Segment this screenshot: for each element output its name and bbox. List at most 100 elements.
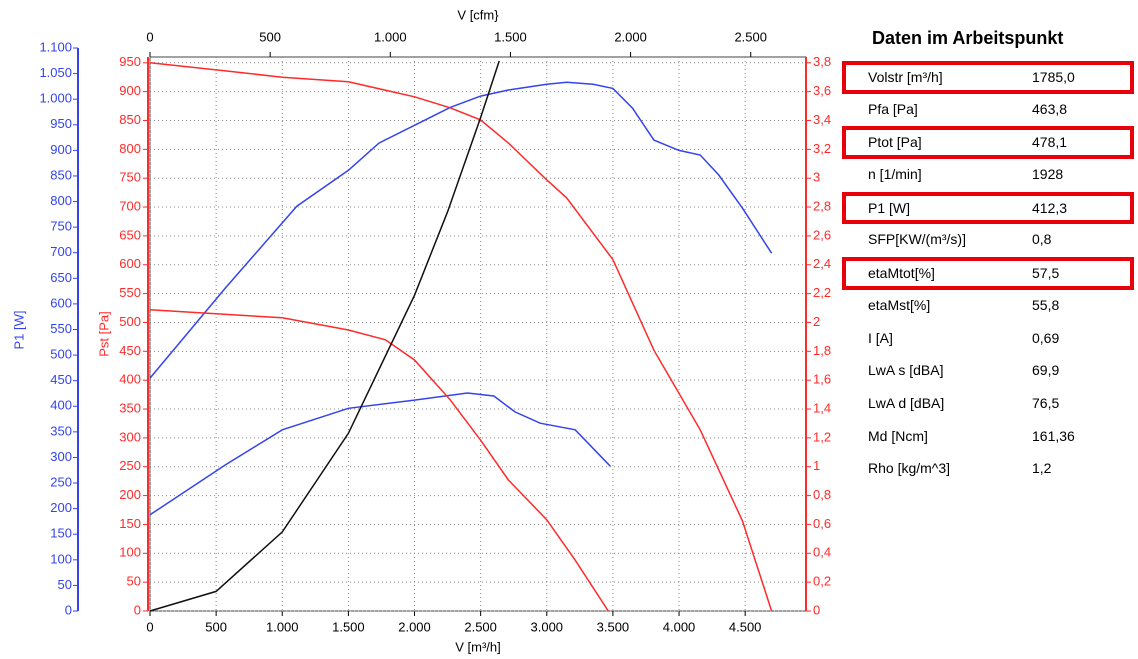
x2-tick-label: 2.500 [734,29,767,44]
y-tick-label: 850 [119,112,141,127]
x2-tick-label: 1.000 [374,29,407,44]
panel-row: Rho [kg/m^3] 1,2 [842,453,1134,486]
x-tick-label: 0 [146,619,153,634]
y-tick-label: 150 [119,516,141,531]
panel-row: Pfa [Pa] 463,8 [842,94,1134,127]
y2-tick-label: 2 [813,314,820,329]
y2-tick-label: 0,6 [813,516,831,531]
row-label: LwA d [dBA] [868,394,945,411]
x-tick-label: 500 [205,619,227,634]
row-value: 463,8 [1032,100,1068,117]
y2-tick-label: 3,6 [813,83,831,98]
x2-tick-label: 1.500 [494,29,527,44]
y3-tick-label: 100 [50,551,72,566]
x-tick-label: 3.000 [531,619,564,634]
y-tick-label: 0 [134,602,141,617]
y-tick-label: 100 [119,545,141,560]
y2-tick-label: 2,2 [813,285,831,300]
y2-tick-label: 2,8 [813,198,831,213]
y3-axis-title: P1 [W] [11,310,26,349]
y2-tick-label: 1,4 [813,400,831,415]
y2-axis-title: p [inches H₂O] [839,292,840,376]
panel-row: etaMtot[%] 57,5 [842,257,1134,290]
curve [149,60,500,612]
y-tick-label: 800 [119,141,141,156]
x-axis-title: V [m³/h] [455,639,501,654]
row-value: 57,5 [1032,265,1060,282]
row-value: 1,2 [1032,460,1052,477]
y-tick-label: 700 [119,198,141,213]
curve [149,62,773,612]
x-tick-label: 1.000 [266,619,299,634]
panel-row: etaMst[%] 55,8 [842,290,1134,323]
y2-tick-label: 2,6 [813,227,831,242]
x2-tick-label: 0 [146,29,153,44]
panel-rows: Volstr [m³/h] 1785,0 Pfa [Pa] 463,8 Ptot [Pa… [842,61,1134,486]
y-axis-title: Pst [Pa] [96,311,111,357]
y3-tick-label: 750 [50,219,72,234]
y-tick-label: 250 [119,458,141,473]
row-label: etaMtot[%] [868,265,935,282]
x2-tick-label: 500 [259,29,281,44]
y-tick-label: 900 [119,83,141,98]
y2-tick-label: 2,4 [813,256,831,271]
y3-tick-label: 300 [50,449,72,464]
y-tick-label: 350 [119,400,141,415]
row-value: 69,9 [1032,362,1060,379]
x-tick-label: 4.000 [663,619,696,634]
y2-tick-label: 1,6 [813,372,831,387]
y3-tick-label: 1.000 [39,91,72,106]
y-tick-label: 950 [119,54,141,69]
row-label: LwA s [dBA] [868,362,944,379]
y2-tick-label: 0,8 [813,487,831,502]
row-label: etaMst[%] [868,296,931,313]
x-tick-label: 4.500 [729,619,762,634]
y3-tick-label: 800 [50,193,72,208]
panel-title: Daten im Arbeitspunkt [872,28,1064,48]
y3-tick-label: 400 [50,398,72,413]
y3-tick-label: 50 [58,577,72,592]
row-label: I [A] [868,329,893,346]
y3-tick-label: 550 [50,321,72,336]
x-tick-label: 1.500 [332,619,365,634]
y3-tick-label: 150 [50,526,72,541]
y2-tick-label: 0 [813,602,820,617]
y2-tick-label: 1,8 [813,343,831,358]
y3-tick-label: 1.100 [39,39,72,54]
row-value: 412,3 [1032,199,1068,216]
panel-row: n [1/min] 1928 [842,159,1134,192]
row-value: 0,69 [1032,329,1060,346]
panel-row: Ptot [Pa] 478,1 [842,126,1134,160]
row-label: Volstr [m³/h] [868,69,943,85]
y3-tick-label: 450 [50,372,72,387]
curve [149,392,611,516]
y-tick-label: 650 [119,227,141,242]
x-tick-label: 3.500 [597,619,630,634]
row-label: P1 [W] [868,199,911,216]
x-tick-label: 2.000 [398,619,431,634]
row-value: 161,36 [1032,427,1075,444]
row-label: SFP[KW/(m³/s)] [868,231,966,248]
row-label: Ptot [Pa] [868,134,922,151]
y-tick-label: 550 [119,285,141,300]
y3-tick-label: 0 [65,602,72,617]
y3-tick-label: 350 [50,423,72,438]
panel-row: P1 [W] 412,3 [842,191,1134,225]
y3-tick-label: 500 [50,347,72,362]
y-tick-label: 600 [119,256,141,271]
panel-row: Volstr [m³/h] 1785,0 [842,61,1134,94]
y2-tick-label: 1 [813,458,820,473]
y3-tick-label: 950 [50,116,72,131]
row-label: Md [Ncm] [868,427,928,444]
y3-tick-label: 650 [50,270,72,285]
panel-row: SFP[KW/(m³/s)] 0,8 [842,224,1134,257]
y2-tick-label: 3,2 [813,141,831,156]
y3-tick-label: 1.050 [39,65,72,80]
y2-tick-label: 1,2 [813,429,831,444]
row-value: 0,8 [1032,231,1052,248]
x-tick-label: 2.500 [464,619,497,634]
row-value: 1928 [1032,166,1064,183]
y-tick-label: 300 [119,429,141,444]
row-value: 478,1 [1032,134,1068,151]
